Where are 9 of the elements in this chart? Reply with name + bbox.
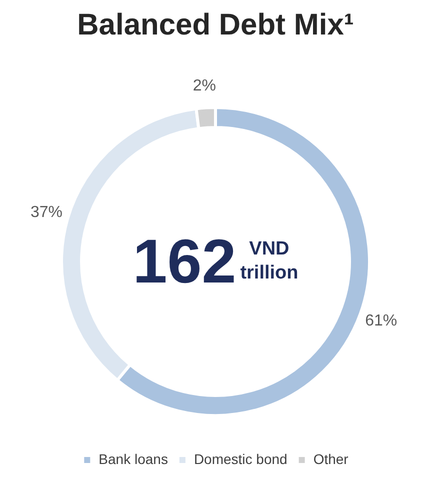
data-label: 2% xyxy=(192,77,216,94)
data-label: 61% xyxy=(365,312,398,330)
chart-title: Balanced Debt Mix¹ xyxy=(77,8,354,42)
legend-label: Domestic bond xyxy=(194,450,288,467)
legend-label: Bank loans xyxy=(98,450,168,467)
text: 162 xyxy=(132,228,236,297)
data-label: 37% xyxy=(30,204,63,221)
text: VND trillion xyxy=(240,238,298,284)
legend-label: Other xyxy=(313,450,349,467)
